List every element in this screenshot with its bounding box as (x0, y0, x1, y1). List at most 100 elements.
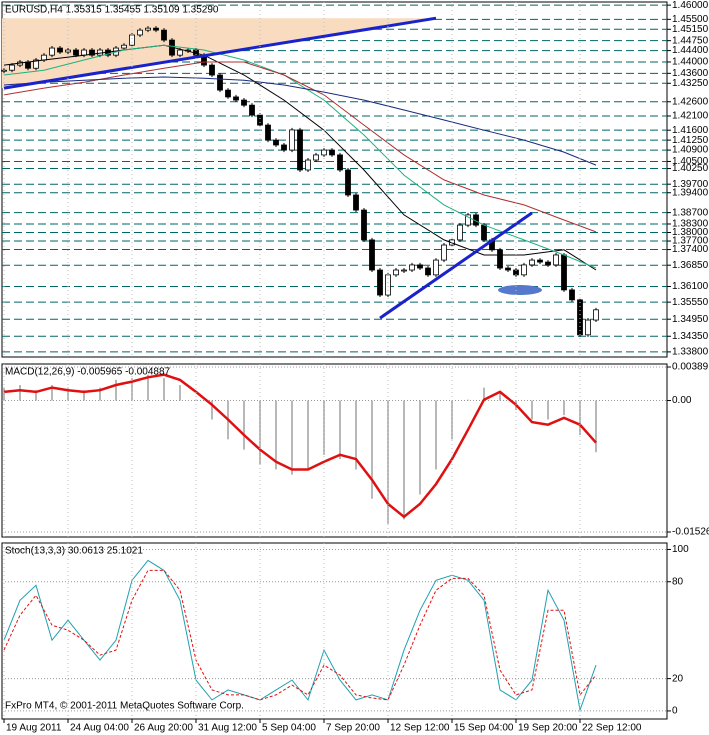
candle (297, 129, 303, 171)
signal-line (3, 569, 597, 701)
y-tick-label: 1.43250 (672, 78, 709, 89)
candle (49, 47, 55, 56)
y-tick-label: 80 (672, 576, 684, 587)
footer: FxPro MT4, © 2001-2011 MetaQuotes Softwa… (5, 701, 244, 712)
y-tick-label: 1.38700 (672, 207, 709, 218)
candle (273, 139, 279, 146)
candle (425, 267, 431, 276)
y-tick-label: 1.35550 (672, 297, 709, 308)
y-tick-label: 1.45500 (672, 14, 709, 25)
candle (241, 99, 247, 106)
x-tick-label: 22 Sep 12:00 (582, 723, 642, 734)
x-tick-label: 12 Sep 12:00 (390, 723, 450, 734)
y-tick-label: 1.39400 (672, 187, 709, 198)
candle (177, 49, 183, 56)
candle (161, 29, 167, 41)
trendline (379, 211, 533, 320)
candle (345, 169, 351, 196)
candle (209, 64, 215, 76)
y-tick-label: 1.40900 (672, 145, 709, 156)
candle (457, 224, 463, 241)
moving-average (3, 76, 597, 166)
y-tick-label: 1.36100 (672, 281, 709, 292)
candle (337, 154, 343, 171)
x-tick-label: 15 Sep 04:00 (454, 723, 514, 734)
candle (385, 274, 391, 296)
candle (465, 214, 471, 226)
candle (305, 159, 311, 171)
y-tick-label: 1.44400 (672, 45, 709, 56)
candle (537, 259, 543, 263)
indicator-line (3, 373, 597, 519)
candle (9, 64, 15, 71)
candle (545, 261, 551, 266)
candle (585, 319, 591, 336)
highlight-ellipse (498, 285, 542, 295)
x-tick-label: 31 Aug 12:00 (198, 723, 257, 734)
candle (89, 49, 95, 56)
candle (553, 254, 559, 266)
y-tick-label: 1.44750 (672, 35, 709, 46)
x-tick-label: 19 Sep 20:00 (518, 723, 578, 734)
candle (529, 259, 535, 266)
candle (129, 34, 135, 46)
candle (561, 254, 567, 291)
y-tick-label: 1.40250 (672, 163, 709, 174)
panel-title: MACD(12,26,9) -0.005965 -0.004887 (5, 367, 171, 378)
candle (361, 209, 367, 241)
indicator-line (3, 559, 597, 712)
candle (393, 269, 399, 276)
candle (313, 154, 319, 161)
panel-title: Stoch(13,3,3) 30.0613 25.1021 (5, 546, 143, 557)
y-tick-label: 1.45150 (672, 24, 709, 35)
candle (217, 74, 223, 91)
candle (577, 299, 583, 336)
y-tick-label: 20 (672, 673, 684, 684)
trendline (3, 16, 437, 90)
candle (329, 149, 335, 156)
y-tick-label: 1.40500 (672, 156, 709, 167)
candle (281, 144, 287, 151)
y-tick-label: 1.33800 (672, 347, 709, 358)
candle (81, 49, 87, 56)
x-tick-label: 24 Aug 04:00 (70, 723, 129, 734)
candle (353, 194, 359, 211)
y-tick-label: 1.34950 (672, 314, 709, 325)
y-tick-label: 1.41250 (672, 135, 709, 146)
panel-frame (1, 1, 668, 358)
candle (569, 289, 575, 301)
candle (377, 269, 383, 296)
y-tick-label: 0.00 (672, 395, 692, 406)
y-tick-label: 1.38000 (672, 227, 709, 238)
candle (593, 309, 599, 321)
panel-frame (1, 542, 668, 720)
panel-frame (1, 363, 668, 538)
y-tick-label: 0 (672, 706, 678, 717)
y-tick-label: -0.01526 (672, 527, 709, 538)
panel-title: EURUSD,H4 1.35315 1.35455 1.35109 1.3529… (5, 5, 219, 16)
candle (289, 129, 295, 151)
candle (409, 264, 415, 271)
x-tick-label: 5 Sep 04:00 (262, 723, 316, 734)
y-tick-label: 0.00389 (672, 362, 709, 373)
y-tick-label: 1.38300 (672, 219, 709, 230)
y-tick-label: 100 (672, 544, 689, 555)
candle (145, 27, 151, 31)
candle (121, 44, 127, 49)
candle (249, 104, 255, 116)
candle (41, 54, 47, 61)
candle (481, 224, 487, 241)
y-tick-label: 1.46000 (672, 0, 709, 11)
y-tick-label: 1.37700 (672, 236, 709, 247)
y-tick-label: 1.44000 (672, 57, 709, 68)
candle (401, 269, 407, 272)
candle (433, 259, 439, 276)
candle (233, 96, 239, 101)
candle (265, 124, 271, 141)
y-tick-label: 1.37400 (672, 244, 709, 255)
candle (497, 249, 503, 269)
candle (57, 47, 63, 53)
candle (225, 89, 231, 98)
